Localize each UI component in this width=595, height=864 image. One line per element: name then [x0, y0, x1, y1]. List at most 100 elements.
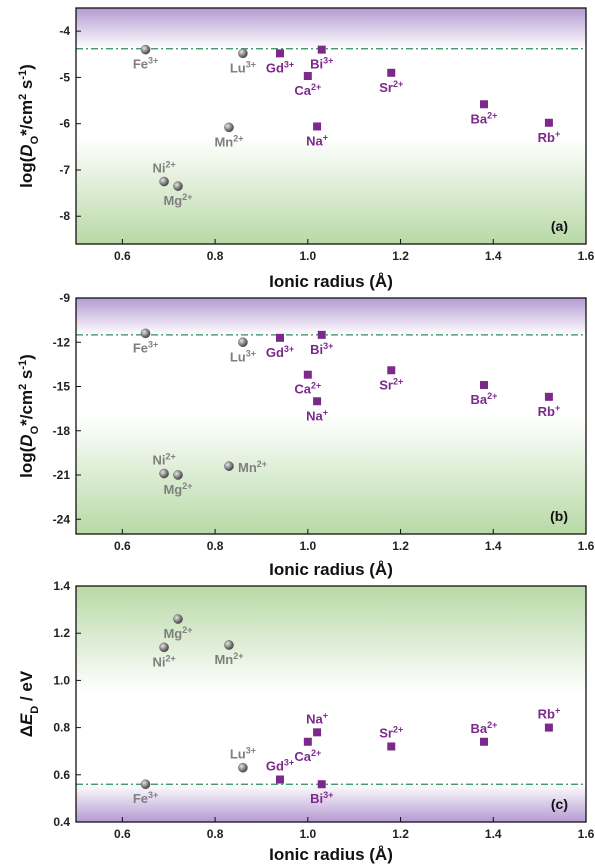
data-label: Gd3+ [266, 758, 294, 774]
data-label: Ni2+ [152, 160, 175, 176]
data-point [544, 392, 553, 401]
data-label: Sr2+ [379, 724, 403, 740]
top-band [76, 298, 586, 335]
data-label: Fe3+ [133, 56, 158, 72]
data-label: Ba2+ [471, 720, 498, 736]
data-label: Lu3+ [230, 59, 256, 75]
x-tick-label: 1.6 [578, 249, 595, 263]
data-point [317, 780, 326, 789]
data-point [480, 100, 488, 109]
bottom-band [76, 784, 586, 822]
data-point [173, 181, 183, 191]
data-label: Na+ [306, 132, 328, 148]
data-label: Mg2+ [163, 625, 192, 641]
chart-panel: 0.6 0.8 1.0 1.2 1.4 1.6 -24 -21 -18 -15 -12 -9 Ionic… [17, 291, 595, 579]
y-tick-label: 1.4 [53, 579, 70, 593]
y-tick-label: -18 [53, 424, 71, 438]
y-tick-label: -7 [59, 163, 70, 177]
y-tick-label: 0.6 [53, 768, 70, 782]
x-tick-label: 1.4 [485, 827, 502, 841]
data-point [480, 381, 488, 390]
y-tick-label: 1.2 [53, 626, 70, 640]
data-point [173, 614, 183, 624]
data-label: Sr2+ [379, 376, 403, 392]
data-point [480, 737, 488, 746]
data-label: Bi3+ [310, 56, 333, 72]
top-band [76, 586, 586, 693]
data-label: Lu3+ [230, 348, 256, 364]
data-point [238, 48, 248, 59]
x-tick-label: 1.2 [392, 249, 409, 263]
x-tick-label: 1.0 [299, 827, 316, 841]
data-point [387, 366, 396, 375]
data-point [173, 470, 183, 480]
data-label: Bi3+ [310, 790, 333, 806]
data-point [238, 337, 248, 348]
data-label: Rb+ [538, 706, 561, 722]
data-label: Ba2+ [471, 391, 498, 407]
data-point [140, 779, 151, 790]
y-tick-label: -8 [59, 209, 70, 223]
x-tick-label: 1.0 [299, 539, 316, 553]
chart-panel: 0.6 0.8 1.0 1.2 1.4 1.6 -8 -7 -6 -5 -4 Ionic radius… [17, 7, 595, 291]
x-tick-label: 1.6 [578, 539, 595, 553]
data-point [276, 333, 284, 342]
data-point [544, 118, 553, 127]
data-label: Sr2+ [379, 79, 403, 95]
data-label: Mn2+ [214, 133, 243, 149]
plot-frame [75, 7, 587, 245]
y-tick-label: -6 [59, 117, 70, 131]
data-label: Gd3+ [266, 59, 294, 75]
data-label: Ca2+ [294, 381, 321, 397]
data-label: Lu3+ [230, 746, 256, 762]
bottom-band [76, 137, 586, 244]
data-point [140, 328, 151, 339]
x-tick-label: 0.8 [207, 249, 224, 263]
plot-frame [75, 585, 587, 823]
panel-tag: (b) [550, 508, 568, 524]
y-tick-label: -24 [53, 512, 71, 526]
data-label: Na+ [306, 407, 328, 423]
data-point [387, 68, 396, 77]
data-label: Ni2+ [152, 452, 175, 468]
top-band [76, 8, 586, 49]
y-tick-label: -9 [59, 291, 70, 305]
data-label: Mn2+ [238, 459, 267, 475]
data-label: Gd3+ [266, 344, 294, 360]
panel-tag: (a) [551, 218, 568, 234]
y-tick-label: 0.4 [53, 815, 70, 829]
y-axis-title: log(DO*/cm2 s-1) [17, 354, 41, 478]
x-axis-title: Ionic radius (Å) [269, 560, 393, 579]
data-label: Bi3+ [310, 341, 333, 357]
x-tick-label: 1.4 [485, 539, 502, 553]
data-point [544, 723, 553, 732]
data-point [313, 122, 322, 131]
data-point [317, 45, 326, 54]
x-tick-label: 1.0 [299, 249, 316, 263]
data-point [303, 737, 312, 746]
bottom-band [76, 416, 586, 534]
x-axis-title: Ionic radius (Å) [269, 845, 393, 864]
data-point [276, 775, 284, 784]
y-tick-label: 1.0 [53, 673, 70, 687]
data-point [140, 44, 151, 55]
y-tick-label: -21 [53, 468, 71, 482]
data-label: Ca2+ [294, 748, 321, 764]
y-axis-title: ΔED / eV [17, 670, 41, 737]
y-tick-label: -12 [53, 335, 71, 349]
data-label: Na+ [306, 710, 328, 726]
data-label: Rb+ [538, 129, 561, 145]
data-point [387, 742, 396, 751]
data-point [238, 762, 248, 773]
y-tick-label: -5 [59, 70, 70, 84]
x-tick-label: 0.6 [114, 249, 131, 263]
data-point [313, 728, 322, 737]
y-tick-label: -15 [53, 380, 71, 394]
data-label: Mg2+ [163, 192, 192, 208]
plot-frame [75, 297, 587, 535]
data-label: Ca2+ [294, 82, 321, 98]
data-label: Rb+ [538, 403, 561, 419]
data-label: Mg2+ [163, 481, 192, 497]
data-label: Fe3+ [133, 339, 158, 355]
